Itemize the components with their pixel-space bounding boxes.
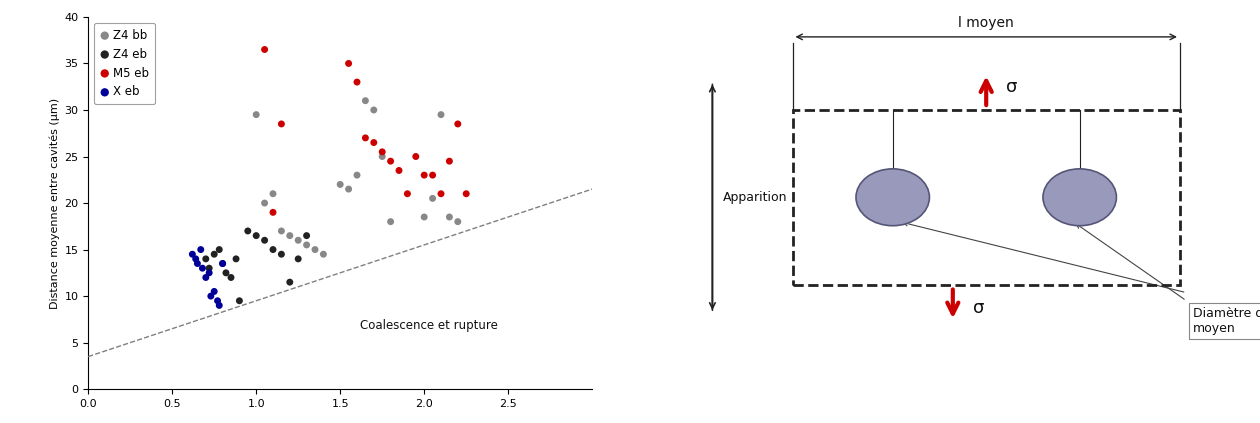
Z4 bb [339, 186, 359, 192]
Z4 bb [255, 200, 275, 206]
M5 eb [406, 153, 426, 160]
Z4 eb [220, 274, 241, 281]
Z4 bb [314, 251, 334, 258]
M5 eb [339, 60, 359, 67]
Z4 bb [330, 181, 350, 188]
M5 eb [346, 79, 367, 85]
Z4 eb [280, 279, 300, 286]
Z4 bb [289, 237, 309, 244]
Text: σ: σ [1007, 78, 1018, 96]
Text: Apparition: Apparition [722, 191, 788, 204]
M5 eb [372, 148, 392, 155]
X eb [185, 255, 205, 262]
Z4 bb [431, 111, 451, 118]
M5 eb [263, 209, 284, 216]
M5 eb [255, 46, 275, 53]
Z4 bb [364, 107, 384, 113]
Text: l moyen: l moyen [959, 16, 1014, 30]
Z4 bb [381, 218, 401, 225]
Z4 eb [195, 255, 215, 262]
X eb [200, 293, 220, 299]
Z4 eb [246, 232, 266, 239]
X eb [199, 269, 219, 276]
Text: σ: σ [973, 299, 984, 317]
Z4 bb [263, 190, 284, 197]
Z4 bb [280, 232, 300, 239]
Z4 bb [440, 214, 460, 220]
Ellipse shape [856, 169, 930, 226]
Z4 bb [346, 172, 367, 179]
Z4 eb [204, 251, 224, 258]
Y-axis label: Distance moyenne entre cavités (µm): Distance moyenne entre cavités (µm) [49, 97, 60, 309]
Z4 eb [199, 265, 219, 272]
Z4 bb [296, 242, 316, 248]
Z4 eb [226, 255, 246, 262]
Ellipse shape [1043, 169, 1116, 226]
Z4 bb [355, 97, 375, 104]
Z4 bb [372, 153, 392, 160]
M5 eb [397, 190, 417, 197]
Bar [793, 110, 1179, 285]
M5 eb [364, 139, 384, 146]
Z4 eb [238, 228, 258, 234]
Z4 eb [209, 246, 229, 253]
X eb [204, 288, 224, 295]
M5 eb [447, 121, 467, 127]
M5 eb [440, 158, 460, 165]
M5 eb [389, 167, 410, 174]
Z4 bb [415, 214, 435, 220]
M5 eb [456, 190, 476, 197]
Z4 eb [255, 237, 275, 244]
M5 eb [422, 172, 442, 179]
Legend: Z4 bb, Z4 eb, M5 eb, X eb: Z4 bb, Z4 eb, M5 eb, X eb [94, 23, 155, 104]
Text: Coalescence et rupture: Coalescence et rupture [360, 319, 498, 332]
X eb [193, 265, 213, 272]
Text: Diamètre d
moyen: Diamètre d moyen [1193, 307, 1260, 335]
X eb [209, 302, 229, 309]
M5 eb [381, 158, 401, 165]
Z4 eb [263, 246, 284, 253]
Z4 bb [447, 218, 467, 225]
Z4 eb [271, 251, 291, 258]
Z4 eb [213, 260, 233, 267]
M5 eb [355, 135, 375, 141]
Z4 eb [215, 269, 236, 276]
X eb [183, 251, 203, 258]
Z4 bb [305, 246, 325, 253]
Z4 eb [296, 232, 316, 239]
X eb [213, 260, 233, 267]
Z4 eb [229, 297, 249, 304]
M5 eb [271, 121, 291, 127]
M5 eb [431, 190, 451, 197]
M5 eb [415, 172, 435, 179]
X eb [195, 274, 215, 281]
Z4 bb [246, 111, 266, 118]
X eb [190, 246, 210, 253]
Z4 bb [271, 228, 291, 234]
X eb [188, 260, 208, 267]
Z4 eb [289, 255, 309, 262]
X eb [208, 297, 228, 304]
Z4 bb [422, 195, 442, 202]
